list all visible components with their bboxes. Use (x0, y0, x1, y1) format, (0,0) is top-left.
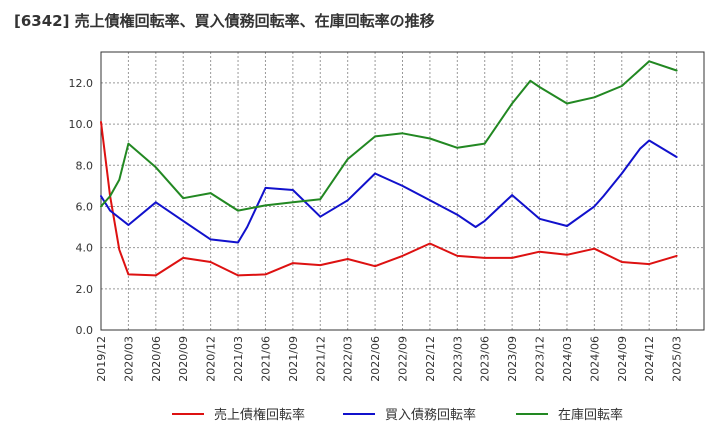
grid (100, 52, 704, 331)
y-tick-label: 6.0 (76, 200, 94, 213)
legend: 売上債権回転率 買入債務回転率 在庫回転率 (172, 407, 623, 423)
x-tick-label: 2020/03 (122, 336, 135, 382)
x-tick-label: 2021/03 (232, 336, 245, 382)
x-tick-label: 2021/09 (287, 336, 300, 382)
x-tick-label: 2022/06 (369, 336, 382, 382)
y-tick-label: 4.0 (76, 242, 94, 255)
series-line-1 (100, 121, 678, 277)
x-tick-label: 2020/06 (150, 336, 163, 382)
x-tick-label: 2024/06 (588, 336, 601, 382)
y-axis-ticks: 0.0 2.0 4.0 6.0 8.0 10.0 12.0 (69, 77, 94, 337)
x-tick-label: 2021/12 (314, 336, 327, 382)
chart-title: [6342] 売上債権回転率、買入債務回転率、在庫回転率の推移 (14, 12, 435, 30)
legend-label-3: 在庫回転率 (558, 407, 623, 423)
x-tick-label: 2022/09 (397, 336, 410, 382)
x-tick-label: 2024/03 (561, 336, 574, 382)
x-tick-label: 2023/06 (479, 336, 492, 382)
x-tick-label: 2019/12 (95, 336, 108, 382)
series-layer (100, 60, 678, 277)
x-tick-label: 2020/09 (177, 336, 190, 382)
x-tick-label: 2022/12 (424, 336, 437, 382)
x-tick-label: 2023/03 (451, 336, 464, 382)
series-line-3 (100, 60, 678, 212)
x-tick-label: 2024/09 (616, 336, 629, 382)
legend-label-2: 買入債務回転率 (385, 407, 476, 423)
legend-label-1: 売上債権回転率 (214, 407, 305, 423)
x-tick-label: 2024/12 (643, 336, 656, 382)
x-tick-label: 2021/06 (259, 336, 272, 382)
y-tick-label: 2.0 (76, 283, 94, 296)
x-tick-label: 2025/03 (671, 336, 684, 382)
y-tick-label: 10.0 (69, 118, 94, 131)
x-tick-label: 2023/09 (506, 336, 519, 382)
x-axis-ticks: 2019/12 2020/03 2020/06 2020/09 2020/12 2021/… (95, 336, 684, 382)
y-tick-label: 0.0 (76, 324, 94, 337)
y-tick-label: 12.0 (69, 77, 94, 90)
x-tick-label: 2020/12 (205, 336, 218, 382)
plot-frame (100, 51, 705, 331)
y-tick-label: 8.0 (76, 159, 94, 172)
series-line-2 (100, 139, 678, 244)
x-tick-label: 2022/03 (342, 336, 355, 382)
x-tick-label: 2023/12 (534, 336, 547, 382)
